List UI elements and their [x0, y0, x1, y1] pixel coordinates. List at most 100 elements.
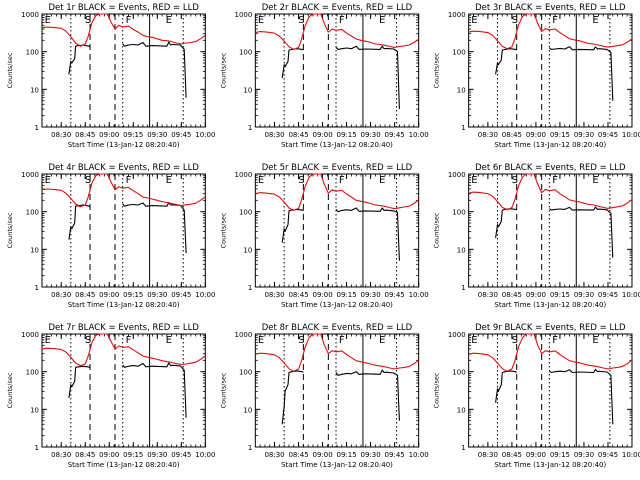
- x-tick-label: 08:30: [51, 291, 71, 299]
- x-tick-label: 08:30: [264, 131, 284, 139]
- y-axis-label: Counts/sec: [433, 52, 441, 88]
- events-series-line: [68, 41, 187, 98]
- x-tick-label: 09:30: [361, 131, 381, 139]
- y-tick-label: 1000: [21, 171, 39, 179]
- x-tick-label: 09:15: [123, 131, 143, 139]
- x-tick-label: 08:45: [75, 131, 95, 139]
- x-tick-label: 09:30: [574, 451, 594, 459]
- x-tick-label: 09:15: [550, 451, 570, 459]
- region-label: E: [379, 175, 385, 186]
- x-tick-label: 09:45: [171, 291, 191, 299]
- x-tick-label: 08:30: [478, 451, 498, 459]
- region-label: F: [126, 175, 132, 186]
- x-tick-label: 09:30: [361, 291, 381, 299]
- region-label: S: [298, 175, 304, 186]
- region-label: F: [126, 335, 132, 346]
- y-tick-label: 1000: [235, 331, 253, 339]
- y-axis-label: Counts/sec: [219, 212, 227, 248]
- y-tick-label: 1000: [448, 11, 466, 19]
- region-label: E: [592, 15, 598, 26]
- region-label: E: [592, 335, 598, 346]
- chart-panel-9: Det 9r BLACK = Events, RED = LLD 1 10 100 10…: [433, 323, 640, 469]
- x-axis-label: Start Time (13-Jan-12 08:20:40): [281, 141, 393, 149]
- x-tick-label: 10:00: [409, 451, 429, 459]
- x-axis-label: Start Time (13-Jan-12 08:20:40): [494, 141, 606, 149]
- region-label: F: [552, 15, 558, 26]
- y-tick-label: 100: [26, 369, 39, 377]
- chart-title: Det 8r BLACK = Events, RED = LLD: [262, 323, 413, 333]
- y-tick-label: 1: [35, 284, 39, 292]
- y-tick-label: 1000: [21, 331, 39, 339]
- region-label: E: [258, 335, 264, 346]
- region-label: E: [471, 175, 477, 186]
- region-label: E: [45, 15, 51, 26]
- y-axis-label: Counts/sec: [6, 372, 14, 408]
- x-tick-label: 08:45: [288, 451, 308, 459]
- x-tick-label: 08:30: [478, 291, 498, 299]
- x-tick-label: 09:00: [312, 291, 332, 299]
- x-tick-label: 08:30: [51, 131, 71, 139]
- y-tick-label: 10: [243, 406, 252, 414]
- x-tick-label: 09:00: [312, 451, 332, 459]
- lld-series-line: [255, 333, 420, 372]
- y-axis-label: Counts/sec: [219, 372, 227, 408]
- x-tick-label: 09:00: [99, 291, 119, 299]
- region-label: S: [298, 335, 304, 346]
- region-label: S: [512, 175, 518, 186]
- region-label: E: [379, 335, 385, 346]
- events-series-line: [68, 362, 187, 418]
- x-tick-label: 09:15: [123, 291, 143, 299]
- x-tick-label: 09:00: [99, 131, 119, 139]
- region-label: E: [471, 335, 477, 346]
- region-label: E: [592, 175, 598, 186]
- y-tick-label: 1: [35, 444, 39, 452]
- y-tick-label: 1: [248, 124, 252, 132]
- lld-series-line: [255, 173, 420, 211]
- chart-panel-3: Det 3r BLACK = Events, RED = LLD 1 10 100 10…: [433, 3, 640, 149]
- plot-frame: [254, 13, 420, 128]
- chart-title: Det 7r BLACK = Events, RED = LLD: [48, 323, 199, 333]
- x-tick-label: 09:30: [361, 451, 381, 459]
- region-label: F: [339, 15, 345, 26]
- chart-panel-1: Det 1r BLACK = Events, RED = LLD 1 10 100 10…: [6, 3, 215, 149]
- chart-title: Det 5r BLACK = Events, RED = LLD: [262, 163, 413, 173]
- lld-series-line: [41, 173, 206, 208]
- plot-frame: [254, 333, 420, 448]
- x-tick-label: 09:45: [171, 131, 191, 139]
- y-axis-label: Counts/sec: [219, 52, 227, 88]
- x-tick-label: 09:00: [99, 451, 119, 459]
- y-tick-label: 100: [26, 209, 39, 217]
- x-axis-label: Start Time (13-Jan-12 08:20:40): [68, 141, 180, 149]
- y-tick-label: 10: [457, 246, 466, 254]
- y-tick-label: 10: [243, 246, 252, 254]
- x-tick-label: 08:45: [502, 291, 522, 299]
- y-tick-label: 1000: [235, 171, 253, 179]
- x-tick-label: 09:30: [574, 131, 594, 139]
- y-tick-label: 10: [30, 246, 39, 254]
- x-tick-label: 08:45: [502, 131, 522, 139]
- x-tick-label: 09:30: [147, 451, 167, 459]
- x-tick-label: 08:45: [75, 451, 95, 459]
- x-tick-label: 09:45: [385, 451, 405, 459]
- plot-frame: [468, 13, 633, 128]
- y-tick-label: 100: [452, 209, 465, 217]
- y-tick-label: 100: [239, 209, 252, 217]
- y-tick-label: 1: [461, 124, 465, 132]
- x-axis-label: Start Time (13-Jan-12 08:20:40): [68, 461, 180, 469]
- chart-title: Det 4r BLACK = Events, RED = LLD: [48, 163, 199, 173]
- region-label: E: [45, 335, 51, 346]
- region-label: S: [512, 335, 518, 346]
- region-label: E: [471, 15, 477, 26]
- chart-title: Det 6r BLACK = Events, RED = LLD: [475, 163, 626, 173]
- region-label: S: [85, 335, 91, 346]
- y-tick-label: 1000: [448, 331, 466, 339]
- chart-title: Det 1r BLACK = Events, RED = LLD: [48, 3, 199, 13]
- events-series-line: [281, 369, 400, 425]
- events-series-line: [495, 46, 614, 101]
- y-tick-label: 100: [239, 369, 252, 377]
- events-series-line: [68, 201, 187, 254]
- x-tick-label: 09:15: [337, 131, 357, 139]
- x-tick-label: 08:30: [51, 451, 71, 459]
- region-label: E: [166, 15, 172, 26]
